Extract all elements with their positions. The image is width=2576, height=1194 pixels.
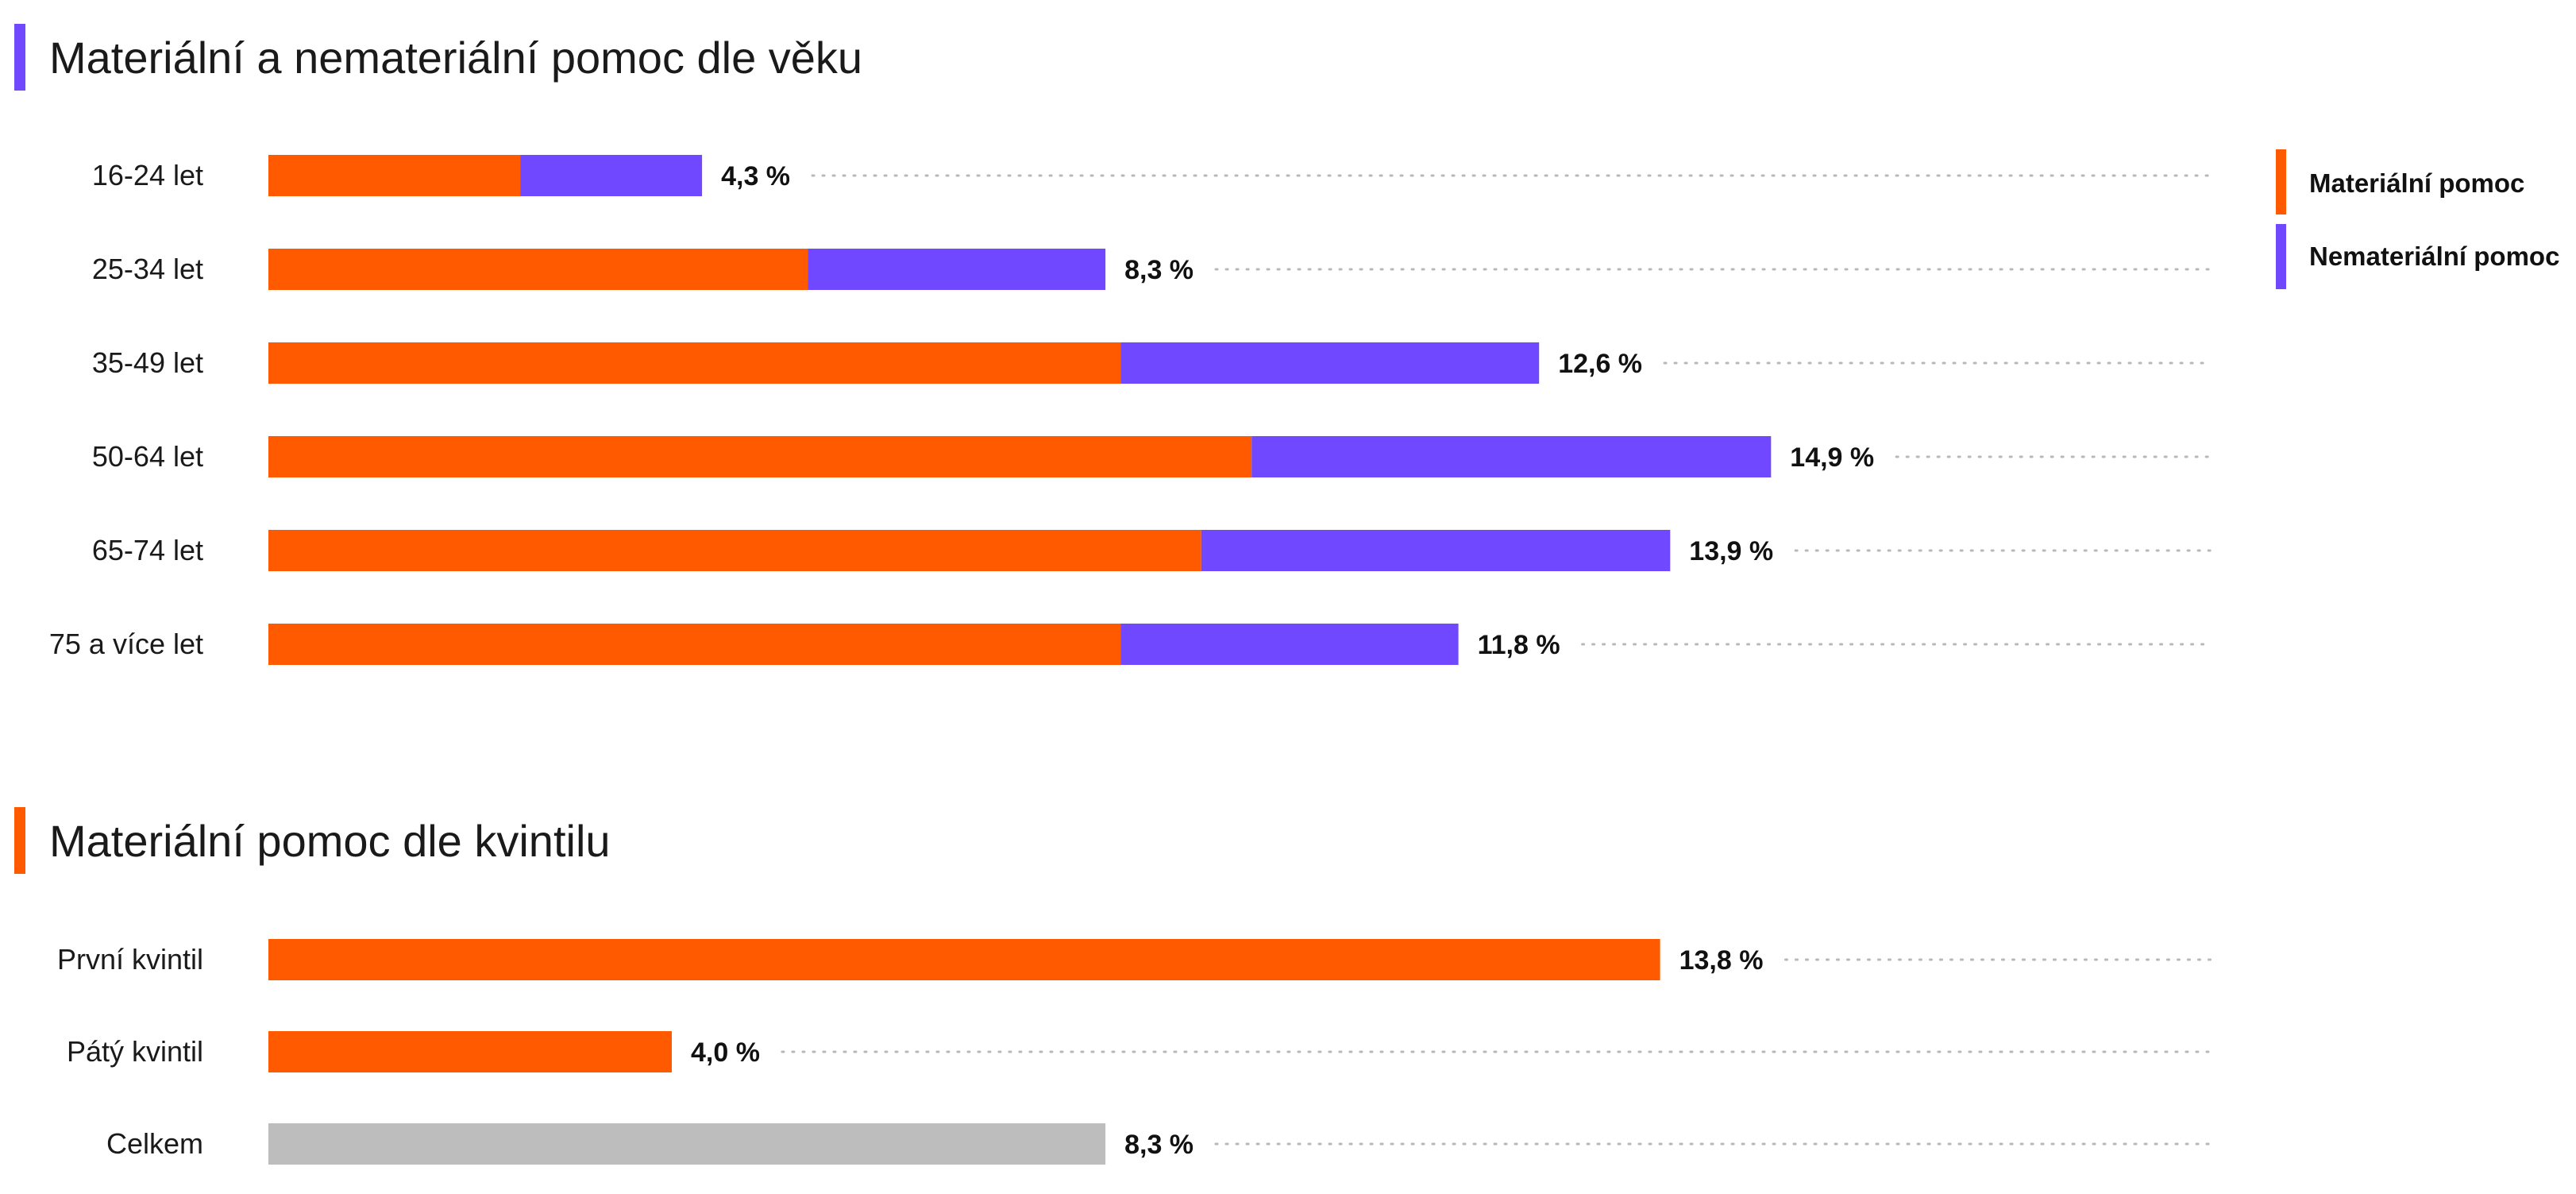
bar-segment-nonmaterial <box>1251 436 1772 477</box>
category-label: 25-34 let <box>92 253 203 285</box>
value-label: 8,3 % <box>1124 255 1194 285</box>
chart1-title: Materiální a nemateriální pomoc dle věku <box>49 32 863 83</box>
category-label: Celkem <box>106 1127 203 1160</box>
category-label: Pátý kvintil <box>67 1035 203 1068</box>
chart2-title-block: Materiální pomoc dle kvintilu <box>0 807 611 874</box>
value-label: 4,0 % <box>691 1038 760 1068</box>
category-label: 50-64 let <box>92 440 203 473</box>
value-label: 8,3 % <box>1124 1130 1194 1160</box>
bar-segment-nonmaterial <box>1120 342 1540 384</box>
legend-swatch-material <box>2276 149 2286 214</box>
bar-segment-material <box>268 155 521 196</box>
value-label: 14,9 % <box>1790 442 1874 473</box>
bar <box>268 939 1660 980</box>
bar <box>268 1031 672 1072</box>
value-label: 12,6 % <box>1558 349 1642 379</box>
bar-segment-material <box>268 249 808 290</box>
bar-segment-nonmaterial <box>1201 530 1671 571</box>
value-label: 13,9 % <box>1689 536 1773 566</box>
legend-label-material: Materiální pomoc <box>2309 168 2524 198</box>
bar-segment-material <box>268 530 1201 571</box>
category-label: První kvintil <box>57 943 203 976</box>
chart1-title-accent <box>14 24 25 91</box>
category-label: 35-49 let <box>92 346 203 379</box>
legend-swatch-nonmaterial <box>2276 224 2286 289</box>
bar-segment-nonmaterial <box>520 155 703 196</box>
value-label: 13,8 % <box>1679 945 1764 976</box>
bar <box>268 1123 1106 1165</box>
value-label: 4,3 % <box>721 161 790 191</box>
category-label: 65-74 let <box>92 534 203 566</box>
chart1-title-block: Materiální a nemateriální pomoc dle věku <box>0 24 862 91</box>
value-label: 11,8 % <box>1478 630 1560 660</box>
bar-segment-material <box>268 342 1121 384</box>
chart2-title-accent <box>14 807 25 874</box>
category-label: 75 a více let <box>49 628 203 660</box>
bar-segment-nonmaterial <box>808 249 1106 290</box>
bar-segment-material <box>268 624 1121 665</box>
bar-segment-material <box>268 436 1252 477</box>
chart2-title: Materiální pomoc dle kvintilu <box>49 815 611 866</box>
bar-segment-nonmaterial <box>1120 624 1459 665</box>
legend-label-nonmaterial: Nemateriální pomoc <box>2309 242 2559 271</box>
category-label: 16-24 let <box>92 159 203 191</box>
